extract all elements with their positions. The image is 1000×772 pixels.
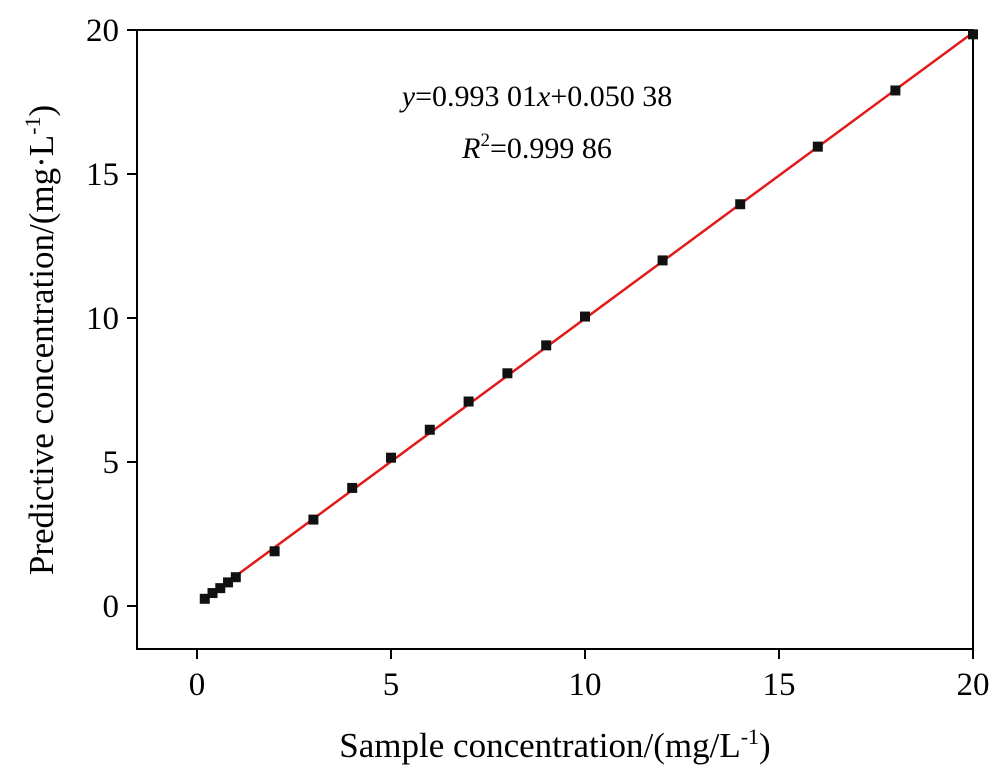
data-point: [580, 311, 590, 322]
data-point: [541, 340, 552, 351]
x-tick-label: 20: [957, 667, 990, 703]
y-tick-label: 0: [103, 589, 120, 625]
data-point: [199, 593, 210, 604]
x-tick-label: 0: [189, 667, 206, 703]
regression-equation: y=0.993 01x+0.050 38: [399, 80, 673, 113]
x-tick-label: 10: [569, 667, 602, 703]
data-point: [347, 482, 358, 493]
data-point: [735, 199, 746, 210]
x-axis-title: Sample concentration/(mg/L-1): [339, 724, 770, 765]
data-point: [502, 368, 513, 379]
data-point: [968, 29, 978, 40]
x-axis-ticks: 0 5 10 15 20: [189, 649, 990, 703]
data-point: [890, 85, 901, 96]
x-tick-label: 15: [763, 667, 796, 703]
y-axis-ticks: 0 5 10 15 20: [86, 13, 137, 625]
x-tick-label: 5: [383, 667, 400, 703]
data-point: [223, 577, 234, 588]
y-tick-label: 15: [86, 157, 119, 193]
data-point: [207, 588, 218, 599]
data-point: [657, 255, 668, 266]
y-tick-label: 10: [86, 301, 119, 337]
data-point: [215, 583, 226, 594]
data-point: [269, 546, 280, 557]
y-axis-title: Predictive concentration/(mg·L-1): [20, 105, 61, 575]
data-point: [424, 424, 435, 435]
data-point: [463, 396, 474, 407]
plot-frame: [136, 29, 974, 650]
data-point: [386, 452, 396, 463]
data-point: [812, 141, 823, 152]
data-points: [199, 29, 978, 604]
data-point: [308, 514, 319, 525]
y-tick-label: 20: [86, 13, 119, 49]
y-tick-label: 5: [103, 445, 120, 481]
r-squared-label: R2=0.999 86: [461, 130, 612, 165]
data-point: [230, 572, 241, 583]
